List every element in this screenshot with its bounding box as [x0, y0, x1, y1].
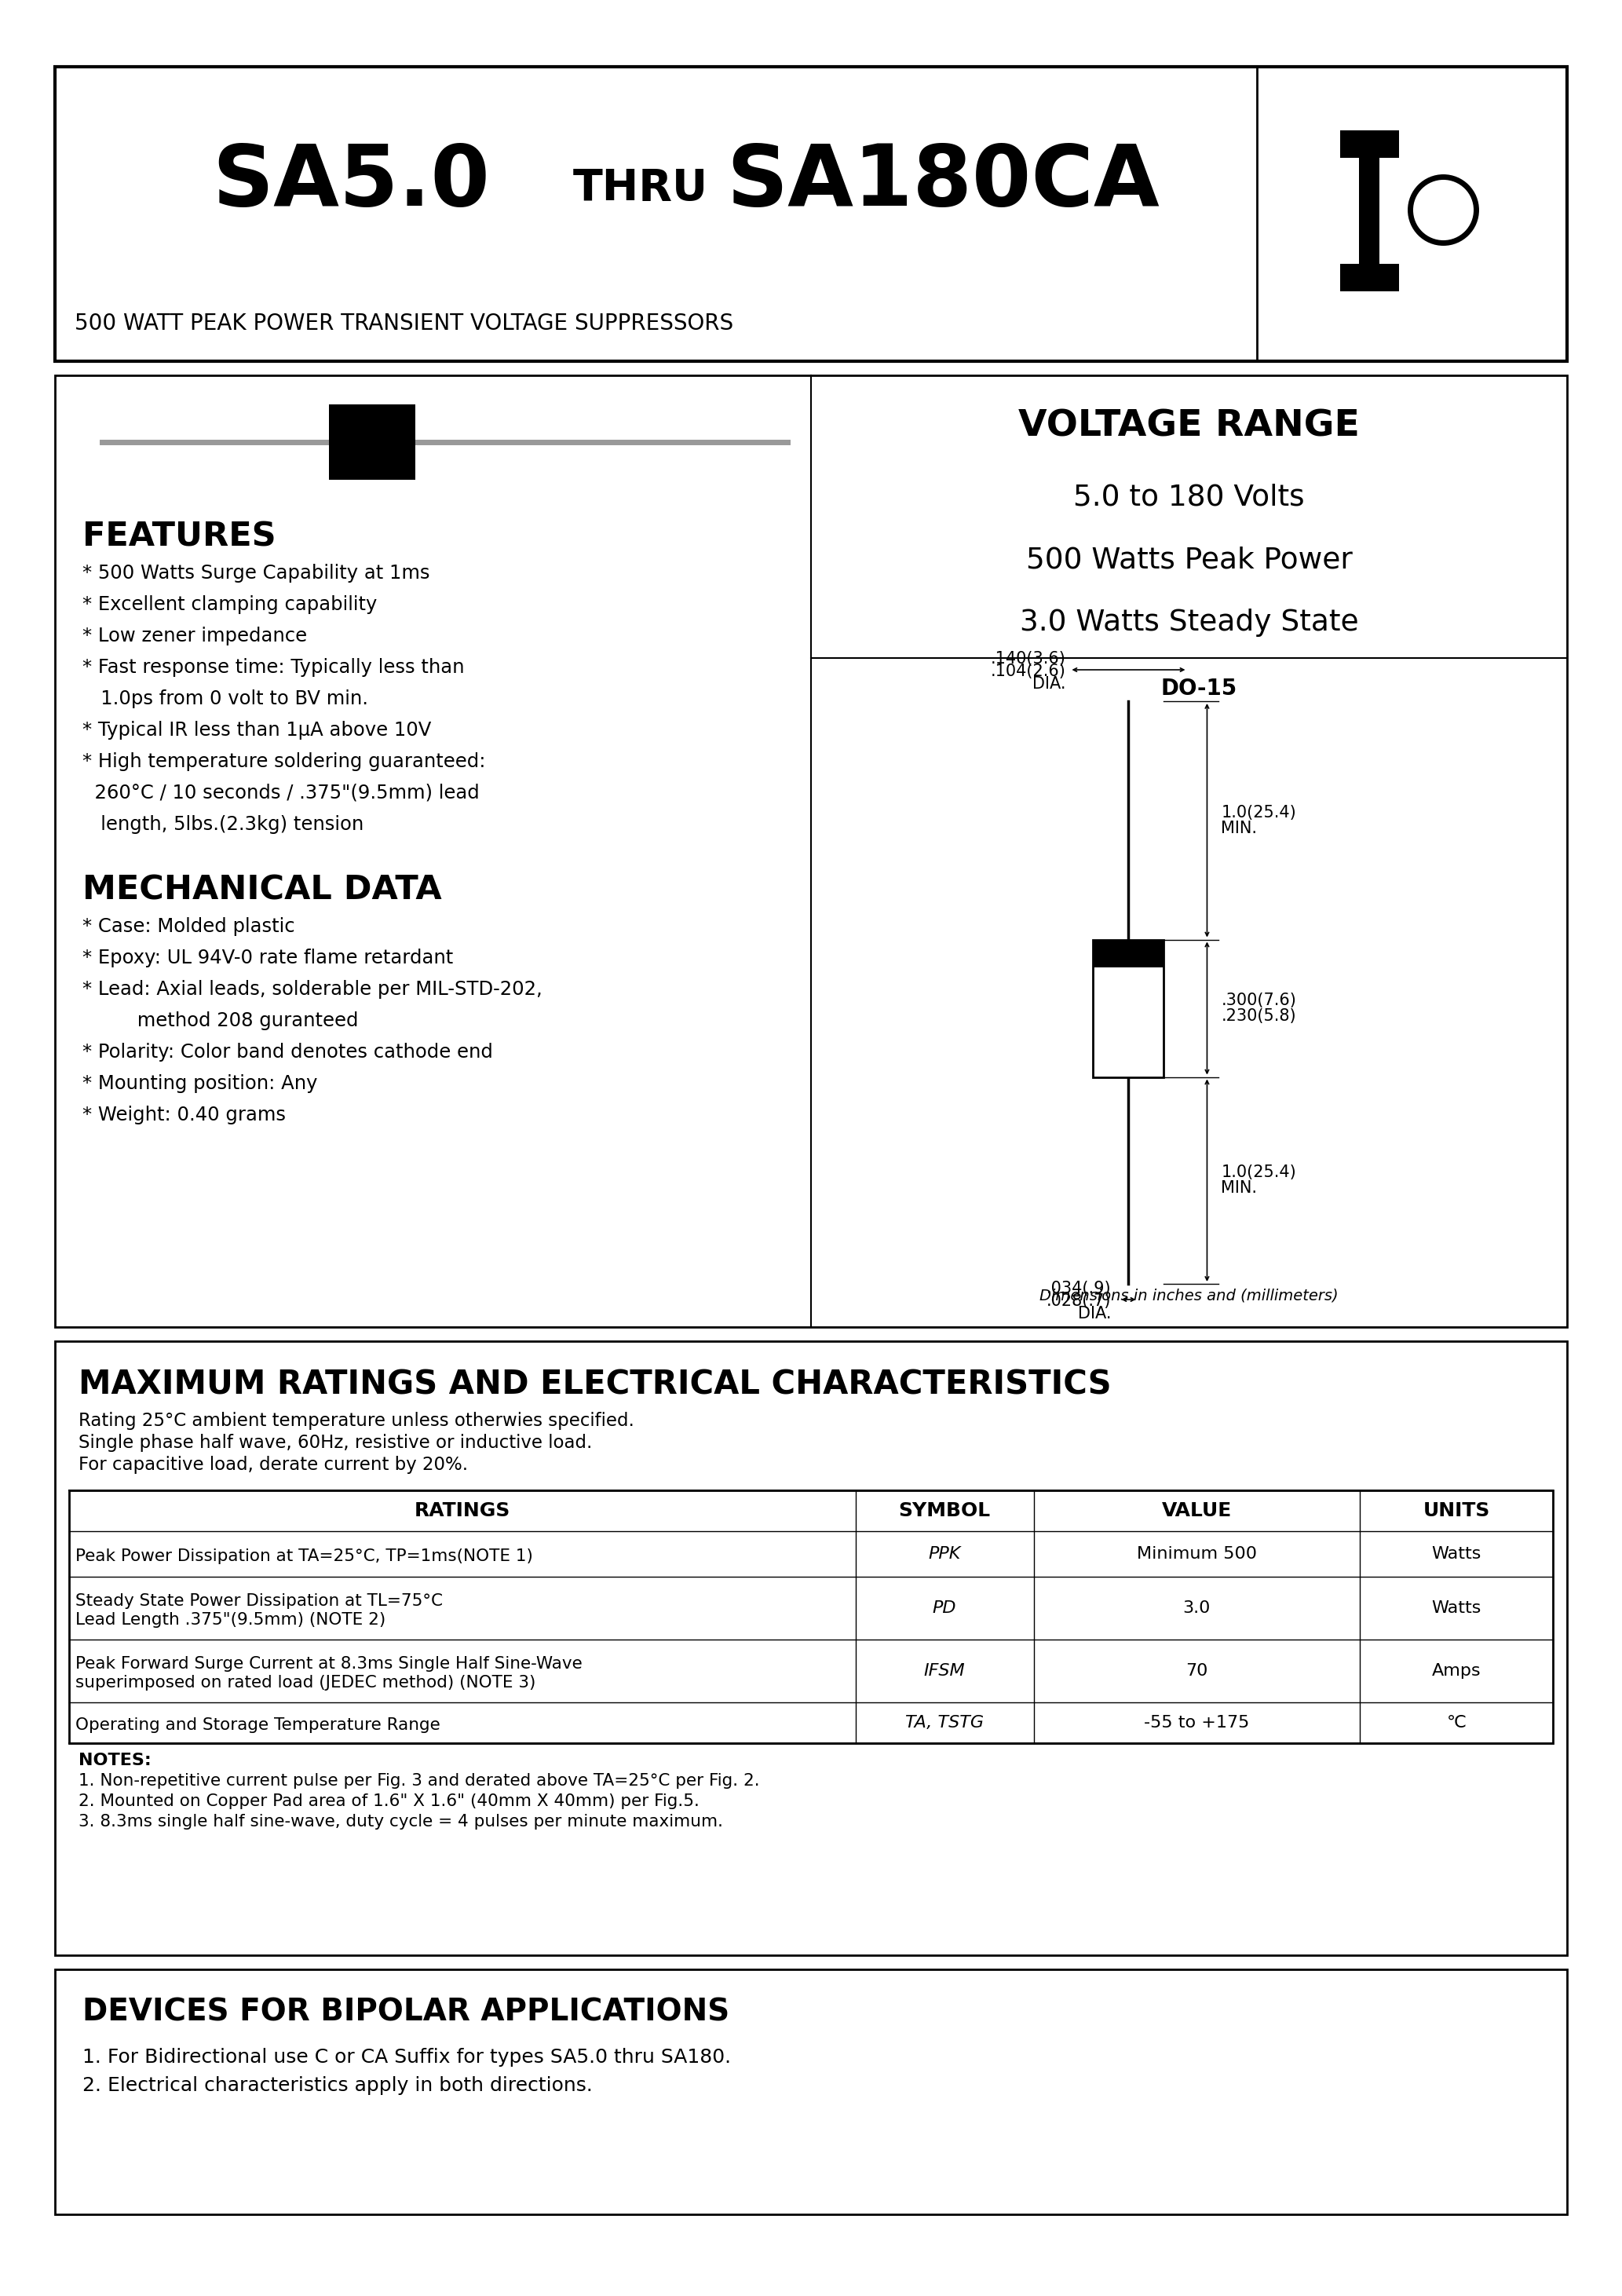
- Bar: [55, 374, 1567, 1327]
- Text: * Weight: 0.40 grams: * Weight: 0.40 grams: [83, 1107, 285, 1125]
- Text: RATINGS: RATINGS: [414, 1502, 511, 1520]
- Circle shape: [1411, 177, 1476, 243]
- Text: * Case: Molded plastic: * Case: Molded plastic: [83, 916, 295, 937]
- Text: * Lead: Axial leads, solderable per MIL-STD-202,: * Lead: Axial leads, solderable per MIL-…: [83, 980, 542, 999]
- Text: 2. Mounted on Copper Pad area of 1.6" X 1.6" (40mm X 40mm) per Fig.5.: 2. Mounted on Copper Pad area of 1.6" X …: [78, 1793, 699, 1809]
- Text: Steady State Power Dissipation at TL=75°C: Steady State Power Dissipation at TL=75°…: [75, 1593, 443, 1609]
- Bar: [55, 1341, 1567, 1956]
- Text: VOLTAGE RANGE: VOLTAGE RANGE: [1019, 409, 1359, 443]
- Text: 5.0 to 180 Volts: 5.0 to 180 Volts: [1074, 482, 1304, 512]
- Text: For capacitive load, derate current by 20%.: For capacitive load, derate current by 2…: [78, 1456, 469, 1474]
- Text: Dimensions in inches and (millimeters): Dimensions in inches and (millimeters): [1040, 1288, 1338, 1304]
- Text: * Polarity: Color band denotes cathode end: * Polarity: Color band denotes cathode e…: [83, 1042, 493, 1061]
- Text: 1.0ps from 0 volt to BV min.: 1.0ps from 0 volt to BV min.: [83, 689, 368, 707]
- Text: MIN.: MIN.: [1221, 1180, 1257, 1196]
- Bar: [70, 1490, 1552, 1743]
- Text: * Mounting position: Any: * Mounting position: Any: [83, 1075, 318, 1093]
- Text: UNITS: UNITS: [1422, 1502, 1491, 1520]
- Text: * Epoxy: UL 94V-0 rate flame retardant: * Epoxy: UL 94V-0 rate flame retardant: [83, 948, 453, 967]
- Text: superimposed on rated load (JEDEC method) (NOTE 3): superimposed on rated load (JEDEC method…: [75, 1674, 535, 1690]
- Text: MIN.: MIN.: [1221, 820, 1257, 836]
- Text: PD: PD: [933, 1600, 957, 1616]
- Text: 3.0: 3.0: [1182, 1600, 1210, 1616]
- Text: .140(3.6): .140(3.6): [991, 652, 1066, 666]
- Text: * Typical IR less than 1μA above 10V: * Typical IR less than 1μA above 10V: [83, 721, 431, 739]
- Text: FEATURES: FEATURES: [83, 521, 276, 553]
- Text: 1. Non-repetitive current pulse per Fig. 3 and derated above TA=25°C per Fig. 2.: 1. Non-repetitive current pulse per Fig.…: [78, 1773, 759, 1789]
- Text: 3. 8.3ms single half sine-wave, duty cycle = 4 pulses per minute maximum.: 3. 8.3ms single half sine-wave, duty cyc…: [78, 1814, 723, 1830]
- Text: Single phase half wave, 60Hz, resistive or inductive load.: Single phase half wave, 60Hz, resistive …: [78, 1433, 592, 1451]
- Text: * 500 Watts Surge Capability at 1ms: * 500 Watts Surge Capability at 1ms: [83, 565, 430, 583]
- Text: DO-15: DO-15: [1161, 677, 1238, 700]
- Text: Rating 25°C ambient temperature unless otherwies specified.: Rating 25°C ambient temperature unless o…: [78, 1412, 634, 1430]
- Text: 500 Watts Peak Power: 500 Watts Peak Power: [1025, 546, 1353, 574]
- Text: 500 WATT PEAK POWER TRANSIENT VOLTAGE SUPPRESSORS: 500 WATT PEAK POWER TRANSIENT VOLTAGE SU…: [75, 312, 733, 335]
- Text: TA, TSTG: TA, TSTG: [905, 1715, 985, 1731]
- Bar: [1359, 142, 1379, 278]
- Bar: [1340, 131, 1398, 158]
- Text: SA180CA: SA180CA: [727, 140, 1160, 225]
- Text: .230(5.8): .230(5.8): [1221, 1008, 1296, 1024]
- Text: -55 to +175: -55 to +175: [1144, 1715, 1249, 1731]
- Text: ℃: ℃: [1447, 1715, 1466, 1731]
- Text: 70: 70: [1186, 1662, 1208, 1678]
- Text: .028(.7): .028(.7): [1046, 1293, 1111, 1309]
- Text: IFSM: IFSM: [925, 1662, 965, 1678]
- Text: MECHANICAL DATA: MECHANICAL DATA: [83, 875, 441, 907]
- Bar: [1093, 939, 1165, 967]
- Text: .104(2.6): .104(2.6): [991, 664, 1066, 680]
- Text: SA5.0: SA5.0: [212, 140, 490, 225]
- Text: Minimum 500: Minimum 500: [1137, 1545, 1257, 1561]
- Text: DIA.: DIA.: [1079, 1306, 1111, 1322]
- Text: DEVICES FOR BIPOLAR APPLICATIONS: DEVICES FOR BIPOLAR APPLICATIONS: [83, 1998, 730, 2027]
- Text: MAXIMUM RATINGS AND ELECTRICAL CHARACTERISTICS: MAXIMUM RATINGS AND ELECTRICAL CHARACTER…: [78, 1368, 1111, 1401]
- Text: SYMBOL: SYMBOL: [899, 1502, 991, 1520]
- Text: THRU: THRU: [573, 168, 709, 209]
- Text: Lead Length .375"(9.5mm) (NOTE 2): Lead Length .375"(9.5mm) (NOTE 2): [75, 1612, 386, 1628]
- Text: Watts: Watts: [1432, 1600, 1481, 1616]
- Text: * Excellent clamping capability: * Excellent clamping capability: [83, 595, 378, 613]
- Text: PPK: PPK: [928, 1545, 960, 1561]
- Text: Peak Forward Surge Current at 8.3ms Single Half Sine-Wave: Peak Forward Surge Current at 8.3ms Sing…: [75, 1655, 582, 1671]
- Text: VALUE: VALUE: [1161, 1502, 1231, 1520]
- Text: Amps: Amps: [1432, 1662, 1481, 1678]
- Text: 1.0(25.4): 1.0(25.4): [1221, 804, 1296, 820]
- Text: DIA.: DIA.: [1032, 675, 1066, 691]
- Text: .034(.9): .034(.9): [1046, 1281, 1111, 1297]
- Text: .300(7.6): .300(7.6): [1221, 992, 1296, 1008]
- Text: length, 5lbs.(2.3kg) tension: length, 5lbs.(2.3kg) tension: [83, 815, 363, 833]
- Text: Operating and Storage Temperature Range: Operating and Storage Temperature Range: [75, 1717, 440, 1733]
- Bar: [55, 1970, 1567, 2213]
- Text: 260°C / 10 seconds / .375"(9.5mm) lead: 260°C / 10 seconds / .375"(9.5mm) lead: [83, 783, 480, 804]
- Text: method 208 guranteed: method 208 guranteed: [83, 1010, 358, 1031]
- Text: 2. Electrical characteristics apply in both directions.: 2. Electrical characteristics apply in b…: [83, 2076, 592, 2094]
- Text: Peak Power Dissipation at TA=25°C, TP=1ms(NOTE 1): Peak Power Dissipation at TA=25°C, TP=1m…: [75, 1548, 534, 1564]
- Text: NOTES:: NOTES:: [78, 1752, 151, 1768]
- Text: 3.0 Watts Steady State: 3.0 Watts Steady State: [1020, 608, 1359, 636]
- Bar: [1340, 264, 1398, 292]
- Text: 1. For Bidirectional use C or CA Suffix for types SA5.0 thru SA180.: 1. For Bidirectional use C or CA Suffix …: [83, 2048, 732, 2066]
- Text: Watts: Watts: [1432, 1545, 1481, 1561]
- Bar: [329, 404, 415, 480]
- Bar: [1093, 939, 1165, 1077]
- Bar: [55, 67, 1567, 360]
- Text: * Low zener impedance: * Low zener impedance: [83, 627, 307, 645]
- Text: 1.0(25.4): 1.0(25.4): [1221, 1164, 1296, 1180]
- Text: * Fast response time: Typically less than: * Fast response time: Typically less tha…: [83, 659, 464, 677]
- Text: * High temperature soldering guaranteed:: * High temperature soldering guaranteed:: [83, 753, 485, 771]
